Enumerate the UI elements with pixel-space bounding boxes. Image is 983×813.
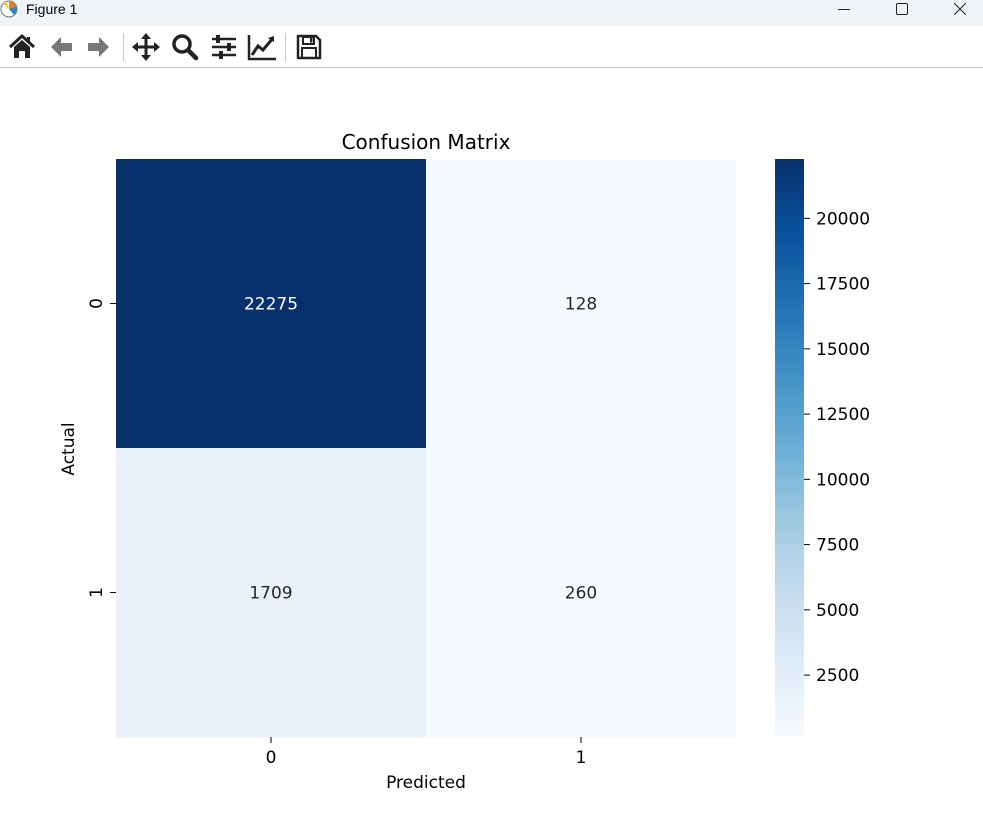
- toolbar-separator: [285, 33, 286, 61]
- cell-annotation: 128: [565, 295, 597, 315]
- heatmap-cell: [426, 448, 737, 738]
- cell-annotation: 1709: [249, 584, 292, 604]
- colorbar-tick-label: 12500: [816, 405, 870, 425]
- floppy-disk-icon: [296, 34, 322, 60]
- colorbar-tick-label: 17500: [816, 275, 870, 295]
- colorbar: 2500 5000 7500 10000 12500 15000 17500 20000: [775, 159, 870, 737]
- line-chart-icon: [247, 35, 276, 61]
- minimize-button[interactable]: [821, 0, 867, 18]
- cell-annotation: 22275: [244, 295, 298, 315]
- arrow-right-icon: [88, 37, 109, 57]
- maximize-icon: [896, 3, 908, 15]
- window-title: Figure 1: [26, 1, 78, 17]
- heatmap-cells: [116, 159, 737, 738]
- toolbar-separator: [123, 33, 124, 61]
- colorbar-gradient: [775, 159, 804, 737]
- x-axis-label: Predicted: [386, 773, 466, 793]
- maximize-button[interactable]: [879, 0, 925, 18]
- navigation-toolbar: [0, 26, 983, 68]
- sliders-icon: [212, 35, 236, 59]
- heatmap-cell: [426, 159, 737, 449]
- matplotlib-logo-icon: [0, 0, 18, 18]
- home-button[interactable]: [5, 30, 39, 64]
- move-icon: [132, 33, 160, 61]
- colorbar-tick-label: 15000: [816, 340, 870, 360]
- cell-annotation: 260: [565, 584, 597, 604]
- x-tick-label: 1: [576, 748, 587, 768]
- colorbar-tick-label: 2500: [816, 666, 859, 686]
- chart-title: Confusion Matrix: [342, 130, 511, 154]
- colorbar-tick-label: 5000: [816, 601, 859, 621]
- save-button[interactable]: [292, 30, 326, 64]
- y-axis-label: Actual: [59, 422, 79, 475]
- window-titlebar: Figure 1: [0, 0, 983, 26]
- pan-button[interactable]: [129, 30, 163, 64]
- edit-axis-button[interactable]: [245, 30, 279, 64]
- home-icon: [8, 34, 36, 58]
- heatmap-cell: [116, 159, 427, 449]
- colorbar-tick-label: 7500: [816, 536, 859, 556]
- y-axis: 01: [87, 298, 116, 598]
- x-tick-label: 0: [266, 748, 277, 768]
- y-tick-label: 0: [87, 298, 107, 309]
- colorbar-tick-label: 10000: [816, 470, 870, 490]
- magnifier-icon: [172, 34, 199, 61]
- back-button[interactable]: [44, 30, 78, 64]
- heatmap-cell: [116, 448, 427, 738]
- zoom-button[interactable]: [168, 30, 202, 64]
- colorbar-tick-label: 20000: [816, 209, 870, 229]
- heatmap-annotations: 22275 128 1709 260: [244, 295, 597, 604]
- forward-button[interactable]: [82, 30, 116, 64]
- arrow-left-icon: [51, 37, 72, 57]
- minimize-icon: [838, 9, 850, 10]
- close-button[interactable]: [937, 0, 983, 18]
- y-tick-label: 1: [87, 587, 107, 598]
- colorbar-ticks: 2500 5000 7500 10000 12500 15000 17500 20000: [804, 209, 870, 686]
- configure-subplots-button[interactable]: [207, 30, 241, 64]
- close-icon: [954, 3, 966, 15]
